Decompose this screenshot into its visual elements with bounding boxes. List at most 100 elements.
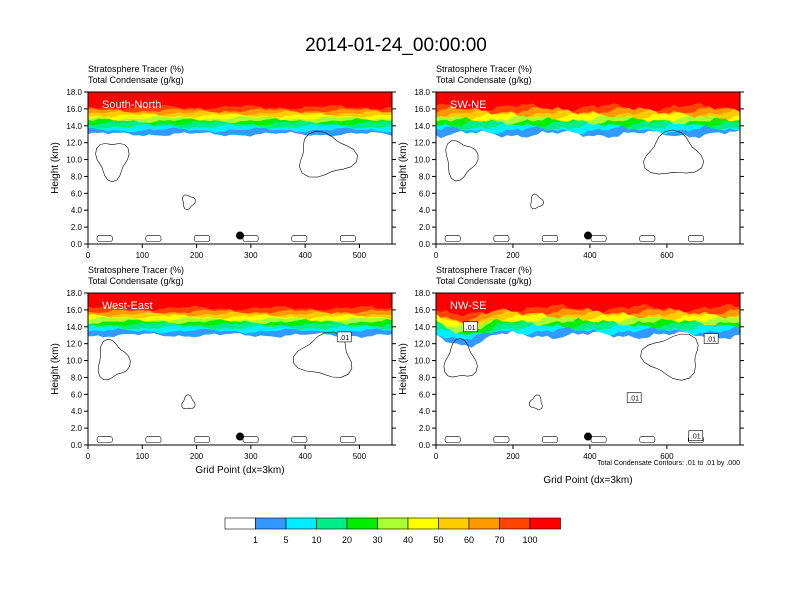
contour-line (95, 143, 130, 183)
colorbar-swatch (346, 517, 378, 530)
subtitle-tracer: Stratosphere Tracer (%) (436, 64, 532, 74)
contour-line (339, 235, 356, 242)
y-tick-label: 12.0 (66, 139, 82, 148)
y-tick-label: 8.0 (419, 172, 431, 181)
colorbar-swatch (529, 517, 561, 530)
panel-nw-se: .01 .01 .01 .01 NW-SE Stratosphere Tracer (%)… (398, 265, 744, 486)
y-tick-label: 14.0 (66, 122, 82, 131)
y-tick-label: 8.0 (71, 172, 83, 181)
x-axis-label: Grid Point (dx=3km) (195, 465, 284, 476)
x-tick-label: 100 (136, 452, 150, 461)
y-tick-label: 0.0 (71, 441, 83, 450)
tracer-field (88, 92, 392, 137)
contour-label: .01 (706, 337, 716, 344)
condensate-contours (95, 130, 358, 242)
x-tick-label: 500 (353, 452, 367, 461)
colorbar-swatch (377, 517, 409, 530)
y-tick-label: 10.0 (66, 357, 82, 366)
colorbar-swatch (499, 517, 531, 530)
contour-line (96, 235, 113, 242)
y-tick-label: 14.0 (66, 323, 82, 332)
y-tick-label: 8.0 (71, 373, 83, 382)
contour-line (291, 436, 308, 443)
y-tick-label: 0.0 (419, 441, 431, 450)
colorbar-swatch (285, 517, 317, 530)
y-tick-label: 2.0 (71, 223, 83, 232)
subtitle-condensate: Total Condensate (g/kg) (88, 75, 184, 85)
contour-label: .01 (339, 335, 349, 342)
y-tick-label: 6.0 (419, 189, 431, 198)
y-tick-label: 18.0 (414, 88, 430, 97)
contour-line (640, 333, 699, 381)
contour-line (339, 436, 356, 443)
contour-label-box (688, 430, 704, 442)
y-tick-label: 18.0 (66, 289, 82, 298)
colorbar-label: 70 (494, 535, 504, 545)
contour-line (444, 235, 461, 242)
condensate-contours (443, 333, 704, 443)
contour-line (529, 394, 543, 410)
x-tick-label: 200 (190, 452, 204, 461)
colorbar-label: 50 (433, 535, 443, 545)
subtitle-condensate: Total Condensate (g/kg) (88, 276, 184, 286)
contour-label-box (626, 392, 642, 404)
panel-west-east: .01 West-East Stratosphere Tracer (%)Total… (50, 265, 396, 476)
y-axis-label: Height (km) (398, 343, 409, 395)
contour-line (145, 235, 162, 242)
colorbar-swatch (407, 517, 439, 530)
y-tick-label: 0.0 (71, 240, 83, 249)
contour-label: .01 (466, 325, 476, 332)
contour-line (194, 436, 210, 443)
contour-line (299, 130, 358, 178)
y-tick-label: 4.0 (419, 407, 431, 416)
y-tick-label: 8.0 (419, 373, 431, 382)
tracer-band-red (88, 293, 392, 311)
contour-label: .01 (629, 396, 639, 403)
colorbar-label: 40 (403, 535, 413, 545)
x-tick-label: 200 (506, 452, 520, 461)
contour-line (639, 235, 656, 242)
colorbar: 1 5 10 20 30 40 50 60 70 100 (224, 517, 561, 545)
x-tick-label: 600 (660, 452, 674, 461)
figure-title: 2014-01-24_00:00:00 (305, 35, 487, 56)
contour-line (194, 235, 210, 242)
panel-label: SW-NE (450, 99, 486, 111)
plot-frame (435, 91, 741, 245)
x-tick-label: 300 (244, 251, 258, 260)
subtitle-tracer: Stratosphere Tracer (%) (88, 265, 184, 275)
subtitle-condensate: Total Condensate (g/kg) (436, 276, 532, 286)
contour-line (97, 338, 131, 381)
y-tick-label: 10.0 (66, 156, 82, 165)
location-marker (584, 231, 592, 240)
x-tick-label: 400 (583, 251, 597, 260)
contour-line (445, 140, 479, 182)
x-tick-label: 400 (298, 251, 312, 260)
location-marker (236, 432, 244, 441)
location-marker (584, 432, 592, 441)
y-axis-label: Height (km) (50, 142, 61, 194)
y-axis-label: Height (km) (398, 142, 409, 194)
y-tick-label: 2.0 (71, 424, 83, 433)
y-tick-label: 10.0 (414, 357, 430, 366)
panel-label: NW-SE (450, 300, 486, 312)
contour-line (687, 235, 704, 242)
colorbar-label: 5 (283, 535, 288, 545)
contour-label-box (336, 331, 352, 343)
colorbar-swatch (224, 517, 256, 530)
colorbar-label: 10 (311, 535, 321, 545)
contour-line (542, 235, 558, 242)
colorbar-label: 100 (522, 535, 537, 545)
contour-line (530, 193, 544, 210)
y-tick-label: 6.0 (419, 390, 431, 399)
x-tick-label: 600 (660, 251, 674, 260)
subtitle-tracer: Stratosphere Tracer (%) (436, 265, 532, 275)
y-tick-label: 16.0 (414, 105, 430, 114)
x-tick-label: 0 (434, 452, 439, 461)
y-tick-label: 18.0 (414, 289, 430, 298)
subtitle-condensate: Total Condensate (g/kg) (436, 75, 532, 85)
tracer-field (436, 293, 740, 348)
y-tick-label: 2.0 (419, 223, 431, 232)
y-tick-label: 12.0 (414, 340, 430, 349)
x-tick-label: 200 (190, 251, 204, 260)
tracer-band-red (88, 92, 392, 110)
